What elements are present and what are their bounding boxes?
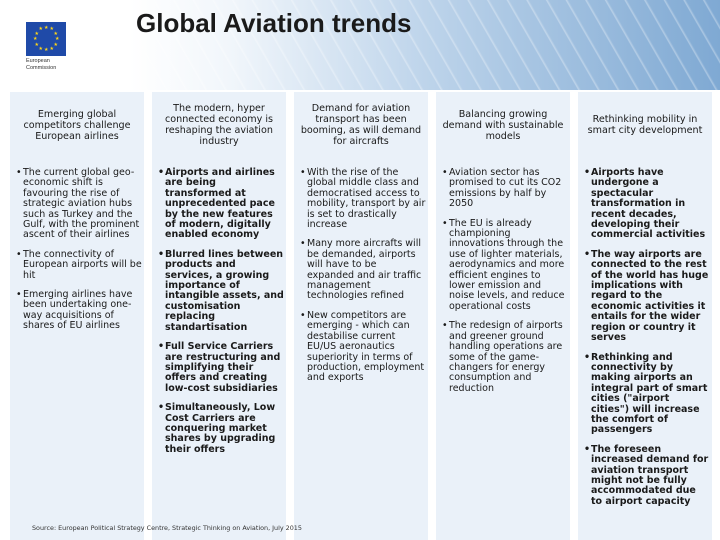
bullet-item: The foreseen increased demand for aviati… — [584, 444, 710, 507]
header-banner: ★ ★ ★ ★ ★ ★ ★ ★ ★ ★ ★ ★ European Commission Global … — [0, 0, 720, 90]
bullet-item: Rethinking and connectivity by making ai… — [584, 352, 710, 436]
star-icon: ★ — [53, 41, 58, 48]
bullet-item: The EU is already championing innovation… — [442, 218, 568, 313]
star-icon: ★ — [38, 26, 43, 33]
column-body: Airports have undergone a spectacular tr… — [584, 167, 710, 516]
star-icon: ★ — [33, 36, 38, 42]
logo-text-line-1: European — [26, 58, 50, 64]
banner-stripes — [110, 0, 720, 90]
column-heading: Demand for aviation transport has been b… — [300, 103, 422, 147]
bullet-item: The redesign of airports and greener gro… — [442, 321, 568, 394]
column-body: Airports and airlines are being transfor… — [158, 167, 284, 464]
bullet-item: Aviation sector has promised to cut its … — [442, 167, 568, 210]
logo-text: European Commission — [26, 58, 86, 72]
column-body: With the rise of the global middle class… — [300, 167, 426, 393]
column-heading: The modern, hyper connected economy is r… — [164, 103, 274, 147]
bullet-item: Emerging airlines have been undertaking … — [16, 289, 142, 332]
star-icon: ★ — [49, 26, 54, 33]
bullet-item: Airports have undergone a spectacular tr… — [584, 167, 710, 241]
star-icon: ★ — [38, 45, 43, 52]
page-title: Global Aviation trends — [136, 8, 412, 38]
star-icon: ★ — [44, 25, 49, 31]
source-note: Source: European Political Strategy Cent… — [32, 524, 302, 532]
bullet-item: New competitors are emerging - which can… — [300, 310, 426, 384]
column-body: The current global geo-economic shift is… — [16, 167, 142, 341]
bullet-item: Many more aircrafts will be demanded, ai… — [300, 239, 426, 302]
column-hyper-connected-economy: The modern, hyper connected economy is r… — [152, 92, 286, 540]
star-icon: ★ — [53, 30, 58, 37]
bullet-item: With the rise of the global middle class… — [300, 167, 426, 230]
star-icon: ★ — [49, 45, 54, 52]
star-icon: ★ — [44, 47, 49, 53]
bullet-item: Airports and airlines are being transfor… — [158, 167, 284, 241]
star-icon: ★ — [34, 30, 39, 37]
bullet-item: The current global geo-economic shift is… — [16, 167, 142, 241]
column-heading: Rethinking mobility in smart city develo… — [587, 114, 703, 136]
column-body: Aviation sector has promised to cut its … — [442, 167, 568, 403]
column-heading: Balancing growing demand with sustainabl… — [442, 108, 564, 142]
column-demand-booming: Demand for aviation transport has been b… — [294, 92, 428, 540]
star-icon: ★ — [55, 36, 60, 42]
bullet-item: Blurred lines between products and servi… — [158, 249, 284, 333]
bullet-item: Full Service Carriers are restructuring … — [158, 341, 284, 394]
eu-flag-icon: ★ ★ ★ ★ ★ ★ ★ ★ ★ ★ ★ ★ — [26, 22, 66, 56]
column-smart-city-mobility: Rethinking mobility in smart city develo… — [578, 92, 712, 540]
column-emerging-competitors: Emerging global competitors challenge Eu… — [10, 92, 144, 540]
star-icon: ★ — [34, 41, 39, 48]
column-sustainable-models: Balancing growing demand with sustainabl… — [436, 92, 570, 540]
bullet-item: The connectivity of European airports wi… — [16, 249, 142, 281]
column-heading: Emerging global competitors challenge Eu… — [23, 108, 131, 142]
european-commission-logo: ★ ★ ★ ★ ★ ★ ★ ★ ★ ★ ★ ★ European Commission — [22, 20, 80, 82]
bullet-item: Simultaneously, Low Cost Carriers are co… — [158, 402, 284, 455]
logo-text-line-2: Commission — [26, 65, 57, 71]
bullet-item: The way airports are connected to the re… — [584, 249, 710, 344]
